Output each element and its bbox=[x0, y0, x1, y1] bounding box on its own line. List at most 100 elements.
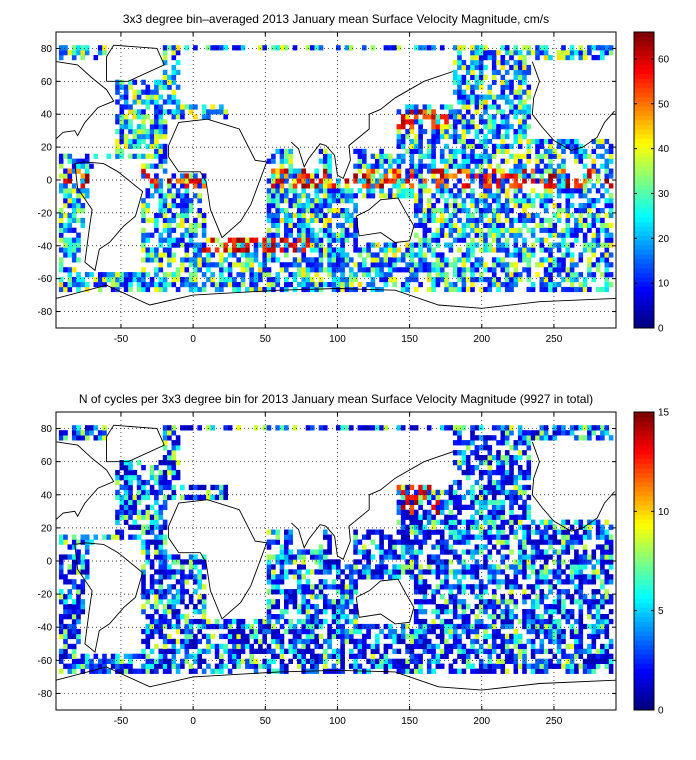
heatmap-cell bbox=[67, 286, 73, 293]
heatmap-cell bbox=[76, 633, 81, 640]
heatmap-cell bbox=[513, 658, 519, 664]
heatmap-cell bbox=[115, 534, 120, 540]
heatmap-cell bbox=[284, 594, 289, 600]
heatmap-cell bbox=[500, 489, 506, 496]
heatmap-cell bbox=[487, 129, 493, 135]
heatmap-cell bbox=[500, 119, 506, 125]
heatmap-cell bbox=[318, 208, 324, 214]
heatmap-cell bbox=[193, 564, 198, 570]
heatmap-cell bbox=[439, 129, 445, 135]
heatmap-cell bbox=[530, 227, 536, 233]
heatmap-cell bbox=[84, 430, 90, 436]
heatmap-cell bbox=[362, 158, 367, 164]
heatmap-cell bbox=[349, 45, 354, 51]
heatmap-cell bbox=[171, 569, 177, 575]
heatmap-cell bbox=[275, 618, 280, 625]
heatmap-cell bbox=[128, 668, 133, 674]
heatmap-cell bbox=[383, 193, 389, 199]
heatmap-cell bbox=[353, 638, 358, 645]
heatmap-cell bbox=[327, 227, 332, 233]
heatmap-cell bbox=[418, 579, 423, 585]
heatmap-cell bbox=[483, 445, 488, 451]
heatmap-cell bbox=[379, 544, 384, 550]
heatmap-cell bbox=[197, 658, 202, 664]
heatmap-cell bbox=[478, 514, 484, 520]
heatmap-cell bbox=[136, 524, 142, 530]
heatmap-cell bbox=[292, 653, 298, 659]
heatmap-cell bbox=[474, 173, 480, 179]
heatmap-cell bbox=[574, 138, 579, 145]
heatmap-cell bbox=[405, 648, 410, 654]
heatmap-cell bbox=[58, 539, 64, 545]
heatmap-cell bbox=[292, 203, 298, 209]
heatmap-cell bbox=[223, 425, 228, 431]
heatmap-cell bbox=[487, 277, 493, 283]
heatmap-cell bbox=[595, 217, 601, 223]
heatmap-cell bbox=[167, 484, 172, 491]
heatmap-cell bbox=[149, 658, 155, 664]
heatmap-cell bbox=[487, 514, 493, 520]
heatmap-cell bbox=[375, 569, 380, 575]
heatmap-cell bbox=[262, 267, 267, 273]
heatmap-cell bbox=[526, 267, 532, 273]
heatmap-cell bbox=[500, 504, 506, 510]
heatmap-cell bbox=[500, 559, 506, 565]
heatmap-cell bbox=[305, 628, 311, 635]
heatmap-cell bbox=[431, 668, 436, 674]
heatmap-cell bbox=[336, 628, 341, 635]
heatmap-cell bbox=[145, 217, 151, 223]
heatmap-cell bbox=[543, 188, 549, 194]
heatmap-cell bbox=[327, 237, 332, 243]
heatmap-cell bbox=[266, 257, 272, 263]
heatmap-cell bbox=[509, 494, 514, 501]
heatmap-cell bbox=[63, 227, 68, 233]
heatmap-cell bbox=[362, 193, 367, 199]
heatmap-cell bbox=[145, 153, 151, 159]
heatmap-cell bbox=[405, 559, 410, 565]
heatmap-cell bbox=[175, 242, 181, 248]
heatmap-cell bbox=[201, 173, 207, 179]
heatmap-cell bbox=[188, 222, 194, 228]
heatmap-cell bbox=[604, 272, 610, 278]
heatmap-cell bbox=[132, 534, 138, 540]
heatmap-cell bbox=[422, 484, 428, 491]
heatmap-cell bbox=[323, 658, 328, 664]
heatmap-cell bbox=[297, 549, 302, 555]
heatmap-cell bbox=[154, 554, 159, 560]
heatmap-cell bbox=[145, 628, 151, 635]
heatmap-cell bbox=[448, 212, 454, 219]
heatmap-cell bbox=[123, 277, 129, 283]
heatmap-cell bbox=[262, 628, 267, 635]
heatmap-cell bbox=[149, 183, 155, 189]
heatmap-cell bbox=[487, 84, 493, 90]
heatmap-cell bbox=[158, 148, 164, 154]
heatmap-cell bbox=[552, 227, 558, 233]
heatmap-cell bbox=[167, 430, 172, 436]
heatmap-cell bbox=[63, 653, 68, 659]
heatmap-cell bbox=[474, 435, 480, 441]
heatmap-cell bbox=[465, 124, 471, 130]
heatmap-cell bbox=[461, 286, 467, 293]
heatmap-cell bbox=[500, 188, 506, 194]
heatmap-cell bbox=[76, 203, 81, 209]
heatmap-cell bbox=[448, 163, 454, 169]
heatmap-cell bbox=[448, 282, 454, 288]
heatmap-cell bbox=[548, 217, 553, 223]
heatmap-cell bbox=[84, 168, 90, 174]
heatmap-cell bbox=[154, 138, 159, 145]
heatmap-cell bbox=[141, 272, 146, 278]
heatmap-cell bbox=[461, 623, 467, 630]
heatmap-cell bbox=[76, 277, 81, 283]
heatmap-cell bbox=[141, 609, 146, 615]
heatmap-cell bbox=[522, 257, 527, 263]
heatmap-cell bbox=[457, 163, 462, 169]
heatmap-cell bbox=[470, 668, 475, 674]
heatmap-cell bbox=[522, 549, 527, 555]
heatmap-cell bbox=[504, 658, 510, 664]
heatmap-cell bbox=[158, 633, 164, 640]
colorbar-swatch bbox=[634, 50, 654, 56]
heatmap-cell bbox=[193, 589, 198, 595]
heatmap-cell bbox=[232, 648, 237, 654]
heatmap-cell bbox=[388, 178, 393, 184]
heatmap-cell bbox=[500, 183, 506, 189]
